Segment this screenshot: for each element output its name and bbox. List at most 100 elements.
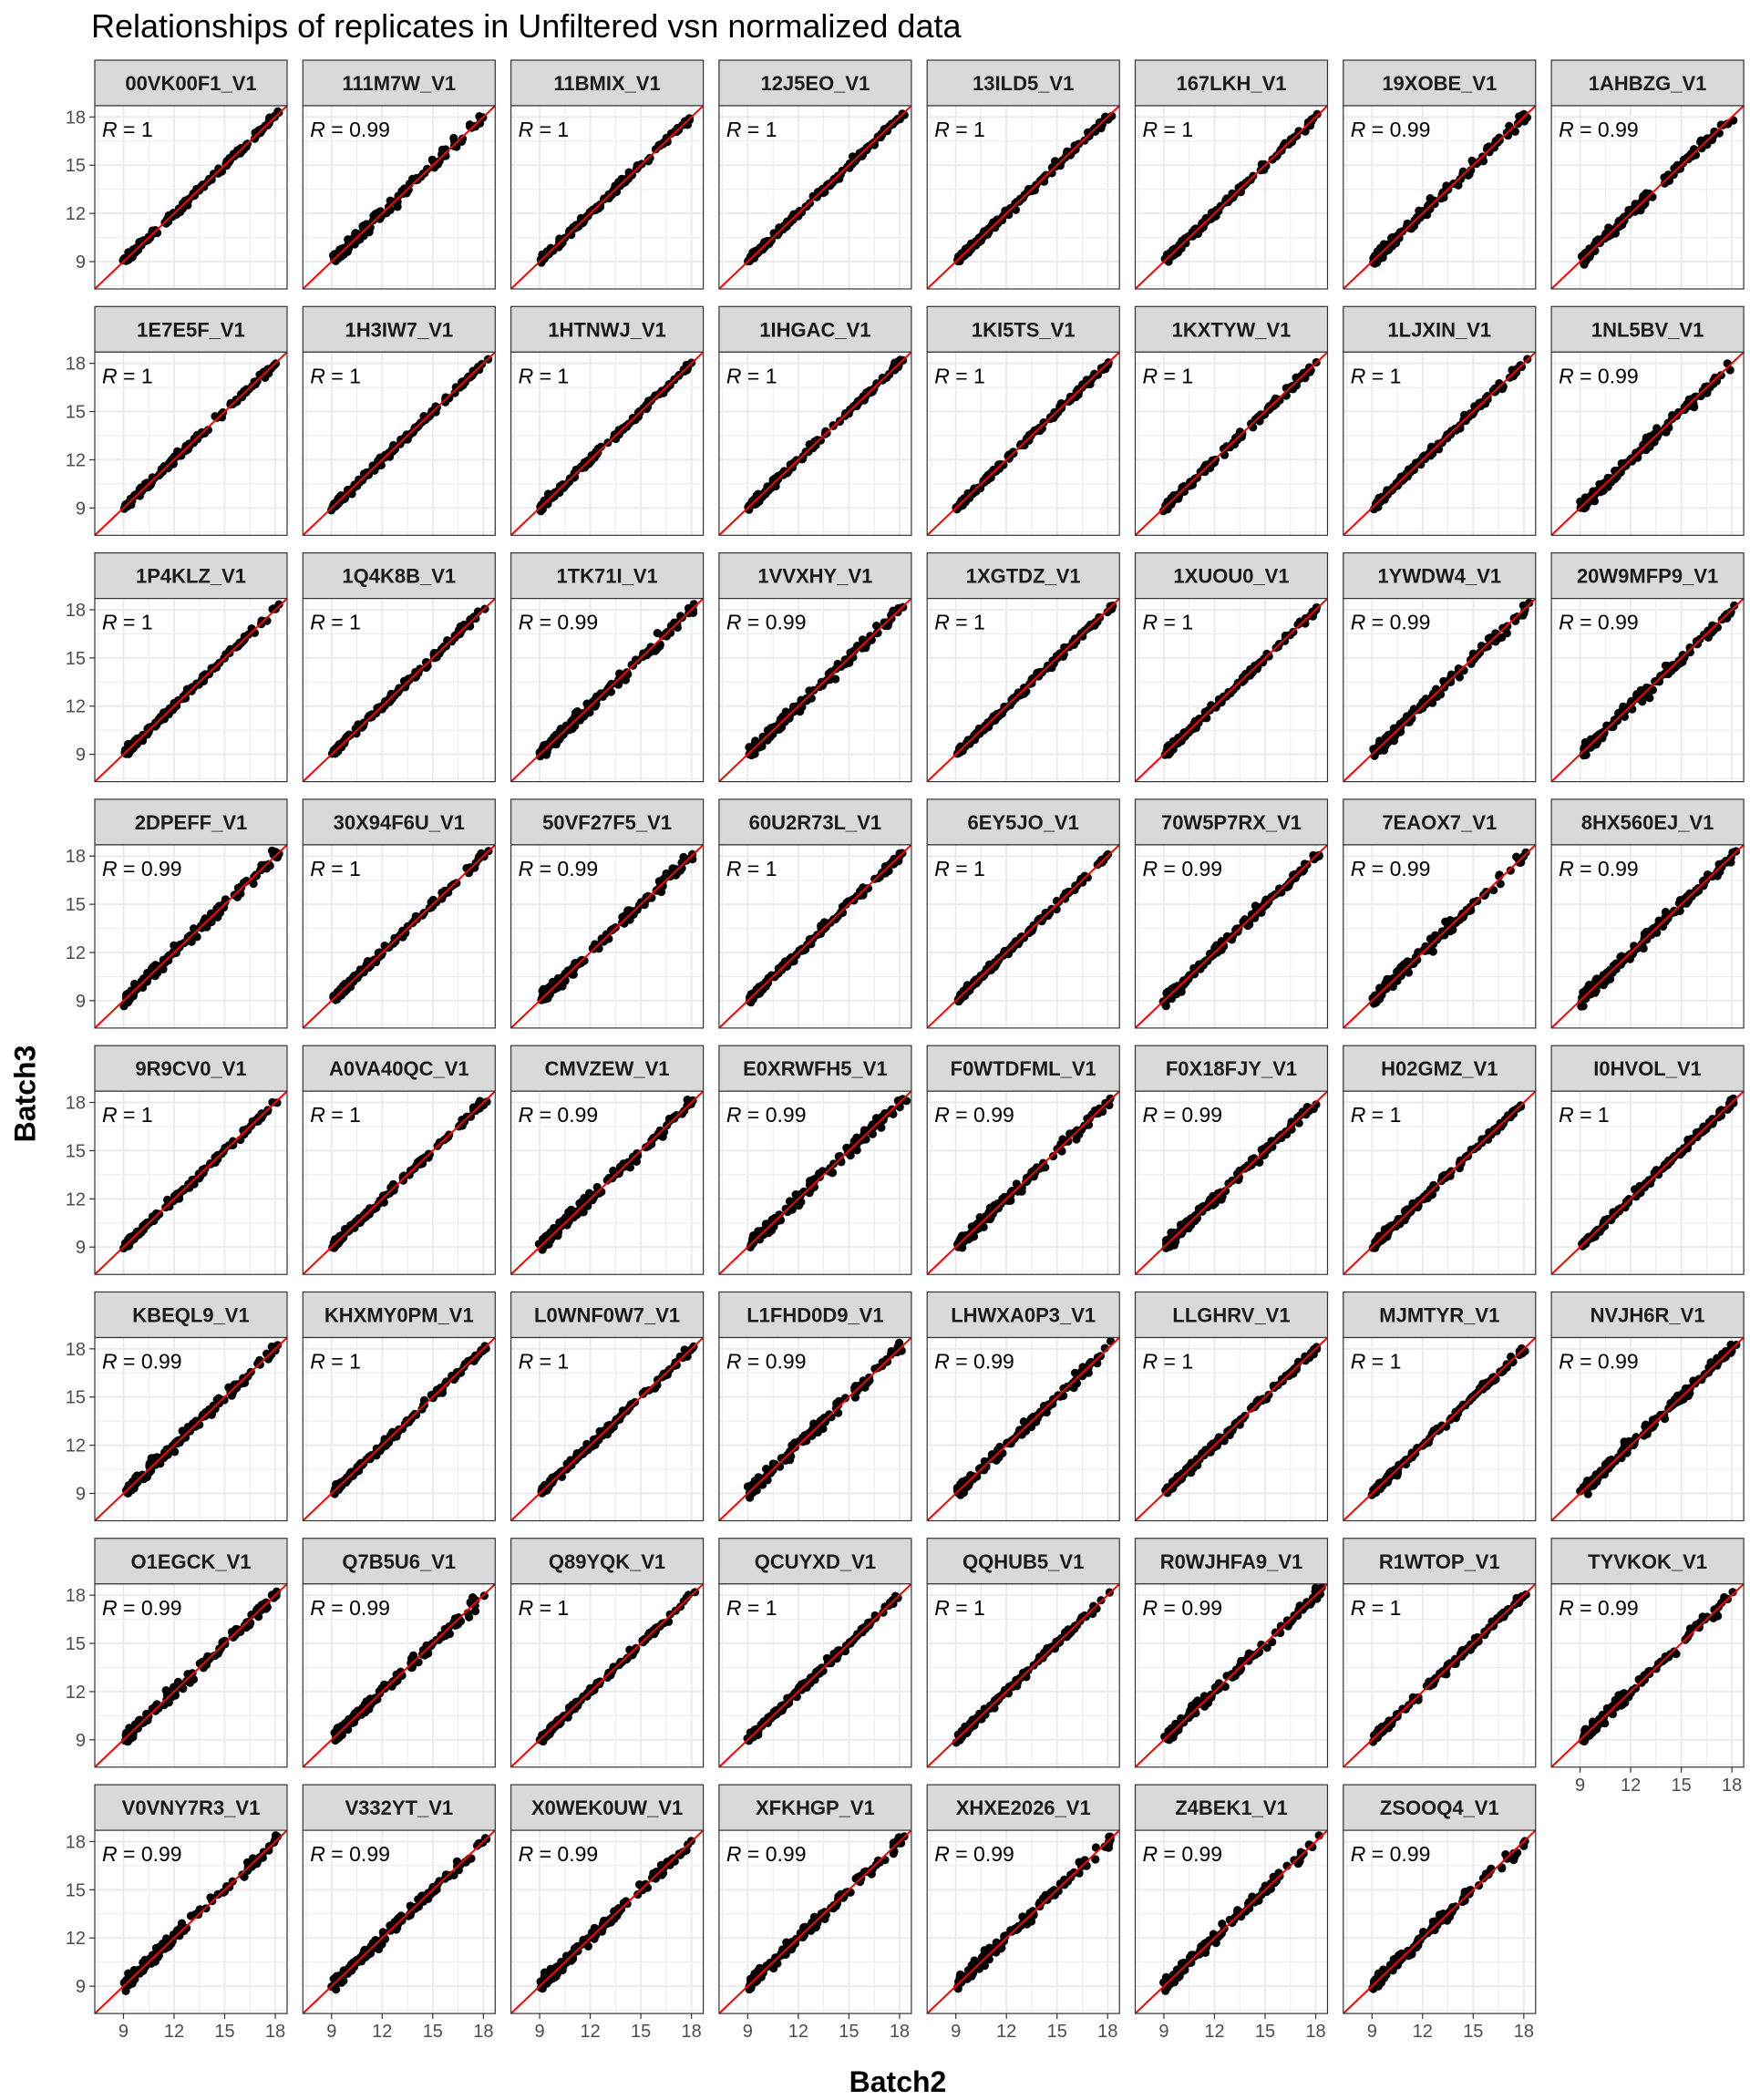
data-point (840, 655, 849, 664)
data-point (1395, 230, 1404, 239)
facet-panel: 1XGTDZ_V1 R = 1 (926, 551, 1120, 783)
y-tick-label: 15 (66, 649, 86, 669)
panel-plot-area (1343, 844, 1536, 1028)
data-point (384, 451, 393, 460)
y-tick-label: 12 (66, 450, 86, 470)
identity-line (1343, 352, 1536, 536)
data-point (1004, 451, 1013, 461)
data-point (687, 853, 696, 862)
data-point (124, 743, 133, 752)
panel-border (1343, 105, 1537, 290)
identity-line (95, 352, 287, 536)
identity-line (718, 106, 911, 289)
facet-strip (302, 59, 496, 107)
correlation-label: R = 1 (1143, 364, 1194, 387)
facet-strip (510, 798, 705, 846)
data-point (1035, 667, 1045, 677)
data-point (1383, 240, 1392, 249)
panel-plot-area (1135, 352, 1328, 536)
panel-plot-area (303, 106, 496, 289)
panel-border (1550, 105, 1745, 290)
data-point (1451, 426, 1460, 435)
data-point (538, 502, 547, 511)
facet-panel: 1KI5TS_V1 R = 1 (926, 305, 1120, 536)
y-tick-label: 12 (66, 204, 86, 224)
data-point (1690, 393, 1700, 402)
data-point (1191, 229, 1200, 238)
facet-strip (1550, 551, 1745, 600)
panel-plot-area (303, 844, 496, 1028)
facet-strip (1550, 59, 1745, 107)
y-tick-label: 15 (66, 156, 86, 176)
facet-strip (926, 551, 1120, 600)
data-point (1378, 253, 1387, 262)
data-point (1377, 492, 1386, 501)
data-point (1310, 855, 1319, 864)
y-tick-label: 18 (66, 847, 86, 867)
data-point (251, 380, 260, 389)
correlation-label: R = 0.99 (1559, 611, 1639, 634)
correlation-label: R = 1 (102, 364, 153, 387)
data-point (1476, 157, 1485, 166)
facet-strip-label: 13ILD5_V1 (973, 72, 1074, 95)
data-point (1226, 689, 1235, 698)
data-point (866, 632, 875, 641)
data-point (1057, 652, 1066, 661)
identity-line (1551, 598, 1745, 782)
facet-strip-label: 1KXTYW_V1 (1172, 318, 1292, 341)
data-point (1685, 643, 1694, 653)
panel-plot-area (1135, 844, 1328, 1028)
panel-plot-area (718, 106, 911, 289)
identity-line (303, 844, 496, 1028)
data-point (770, 973, 779, 982)
data-point (757, 738, 767, 747)
data-point (819, 918, 829, 927)
correlation-label: R = 1 (1143, 118, 1194, 141)
data-point (651, 145, 661, 154)
correlation-label: R = 1 (1351, 364, 1402, 387)
correlation-label: R = 1 (934, 611, 985, 634)
data-point (580, 712, 589, 721)
correlation-label: R = 0.99 (519, 611, 599, 634)
panel-plot-area (95, 106, 287, 289)
data-point (267, 846, 277, 855)
data-point (467, 121, 476, 130)
data-point (438, 149, 447, 159)
data-point (570, 473, 579, 482)
data-point (670, 620, 679, 629)
panel-plot-area (718, 844, 911, 1028)
panel-plot-area (510, 598, 704, 782)
panel-border (718, 105, 912, 290)
data-point (621, 178, 630, 187)
facet-strip-label: 1P4KLZ_V1 (136, 565, 246, 588)
facet-panel: 1Q4K8B_V1 R = 1 (302, 551, 496, 783)
data-point (608, 925, 617, 934)
panel-border (94, 844, 288, 1029)
data-point (1370, 746, 1379, 756)
facet-panel: 19XOBE_V1 R = 0.99 (1343, 59, 1537, 290)
facet-strip-label: 1TK71I_V1 (556, 565, 657, 588)
data-point (1422, 695, 1431, 705)
panel-plot-area (1343, 106, 1536, 289)
data-point (1253, 663, 1262, 672)
facet-strip-label: 60U2R73L_V1 (749, 811, 882, 834)
correlation-label: R = 0.99 (1559, 364, 1639, 387)
data-point (852, 401, 861, 410)
data-point (1000, 702, 1009, 712)
chart-title: Relationships of replicates in Unfiltere… (91, 7, 962, 45)
facet-panel: 111M7W_V1 R = 0.99 (302, 59, 496, 290)
panel-plot-area (1343, 352, 1536, 536)
panel-plot-area (95, 352, 287, 536)
data-point (818, 680, 828, 689)
panel-plot-area (95, 598, 287, 782)
data-point (132, 981, 141, 990)
data-point (385, 942, 394, 952)
facet-strip-label: 1KI5TS_V1 (972, 318, 1076, 341)
data-point (565, 226, 574, 235)
data-point (763, 978, 773, 987)
data-point (1179, 980, 1188, 989)
identity-line (1551, 352, 1745, 536)
panel-plot-area (1551, 106, 1745, 289)
data-point (450, 388, 459, 397)
facet-panel: 1P4KLZ_V1 R = 1 9 12 15 18 (66, 551, 288, 783)
